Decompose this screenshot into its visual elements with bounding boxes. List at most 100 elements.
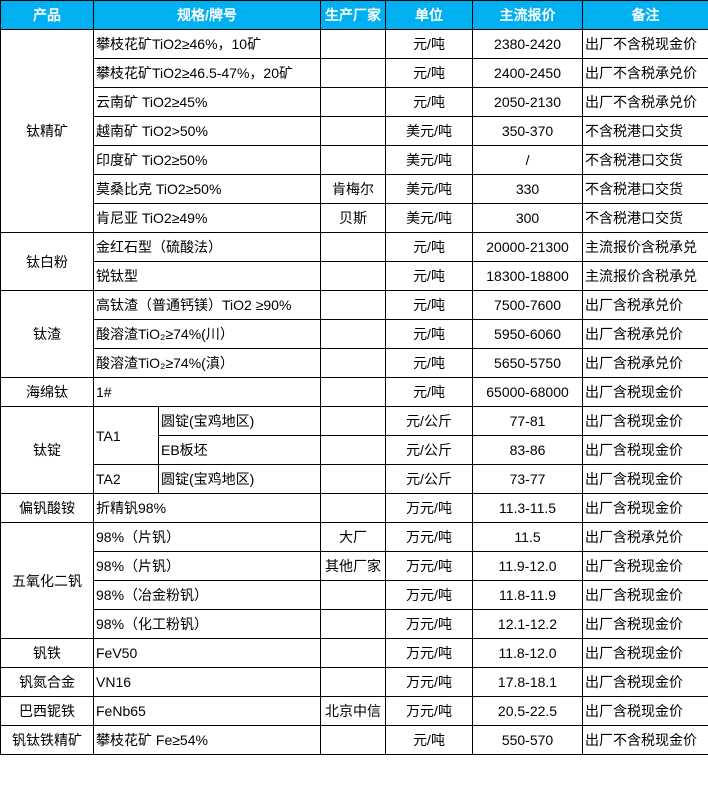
price-cell: 5650-5750 <box>472 348 584 378</box>
table-row: 莫桑比克 TiO2≥50% 肯梅尔 美元/吨 330 不含税港口交货 <box>1 174 708 204</box>
note-cell: 不含税港口交货 <box>582 116 708 146</box>
price-cell: 300 <box>472 203 584 233</box>
unit-cell: 元/吨 <box>385 58 474 88</box>
table-row: 钒钛铁精矿 攀枝花矿 Fe≥54% 元/吨 550-570 出厂不含税现金价 <box>0 725 708 755</box>
unit-cell: 美元/吨 <box>385 203 474 233</box>
price-cell: 83-86 <box>472 435 584 465</box>
price-cell: 11.3-11.5 <box>472 493 584 523</box>
maker-cell <box>320 406 387 436</box>
maker-cell <box>320 580 387 610</box>
price-cell: 5950-6060 <box>472 319 584 349</box>
table-row: 海绵钛 1# 元/吨 65000-68000 出厂含税现金价 <box>0 377 708 407</box>
maker-cell <box>320 290 387 320</box>
unit-cell: 美元/吨 <box>385 145 474 175</box>
table-row: 越南矿 TiO2>50% 美元/吨 350-370 不含税港口交货 <box>1 116 708 146</box>
table-row: 98%（片钒） 其他厂家 万元/吨 11.9-12.0 出厂含税现金价 <box>1 551 708 581</box>
table-row: 印度矿 TiO2≥50% 美元/吨 / 不含税港口交货 <box>1 145 708 175</box>
maker-cell <box>320 261 387 291</box>
spec-cell: 攀枝花矿TiO2≥46.5-47%，20矿 <box>92 58 322 88</box>
price-cell: 330 <box>472 174 584 204</box>
product-cell: 海绵钛 <box>0 377 94 407</box>
spec-cell: FeV50 <box>92 638 322 668</box>
maker-cell <box>320 638 387 668</box>
price-cell: / <box>472 145 584 175</box>
table-row: 锐钛型 元/吨 18300-18800 主流报价含税承兑 <box>1 261 708 291</box>
unit-cell: 万元/吨 <box>385 580 474 610</box>
product-cell: 巴西铌铁 <box>0 696 94 726</box>
price-cell: 20.5-22.5 <box>472 696 584 726</box>
note-cell: 不含税港口交货 <box>582 203 708 233</box>
unit-cell: 万元/吨 <box>385 667 474 697</box>
spec-cell: 98%（片钒） <box>92 522 322 552</box>
price-cell: 7500-7600 <box>472 290 584 320</box>
unit-cell: 万元/吨 <box>385 638 474 668</box>
unit-cell: 万元/吨 <box>385 609 474 639</box>
price-cell: 11.5 <box>472 522 584 552</box>
unit-cell: 元/吨 <box>385 290 474 320</box>
table-row: 偏钒酸铵 折精钒98% 万元/吨 11.3-11.5 出厂含税现金价 <box>0 493 708 523</box>
header-unit: 单位 <box>385 0 474 30</box>
maker-cell <box>320 348 387 378</box>
spec-cell: 印度矿 TiO2≥50% <box>92 145 322 175</box>
maker-cell <box>320 609 387 639</box>
unit-cell: 美元/吨 <box>385 174 474 204</box>
note-cell: 出厂含税承兑价 <box>582 290 708 320</box>
spec-cell: 攀枝花矿TiO2≥46%，10矿 <box>92 29 322 59</box>
unit-cell: 元/吨 <box>385 87 474 117</box>
maker-cell <box>320 464 387 494</box>
note-cell: 出厂含税现金价 <box>582 551 708 581</box>
price-cell: 17.8-18.1 <box>472 667 584 697</box>
price-cell: 2050-2130 <box>472 87 584 117</box>
note-cell: 出厂含税现金价 <box>582 406 708 436</box>
spec-cell: 折精钒98% <box>92 493 322 523</box>
note-cell: 出厂不含税承兑价 <box>582 87 708 117</box>
price-cell: 77-81 <box>472 406 584 436</box>
table-row: 攀枝花矿TiO2≥46.5-47%，20矿 元/吨 2400-2450 出厂不含税承兑… <box>1 58 708 88</box>
table-row: 钛渣 高钛渣（普通钙镁）TiO2 ≥90% 元/吨 7500-7600 出厂含税承兑价 <box>0 290 708 378</box>
table-row: 巴西铌铁 FeNb65 北京中信 万元/吨 20.5-22.5 出厂含税现金价 <box>0 696 708 726</box>
note-cell: 出厂含税现金价 <box>582 696 708 726</box>
table-row: 云南矿 TiO2≥45% 元/吨 2050-2130 出厂不含税承兑价 <box>1 87 708 117</box>
header-row: 产品 规格/牌号 生产厂家 单位 主流报价 备注 <box>0 0 708 30</box>
note-cell: 出厂含税现金价 <box>582 580 708 610</box>
price-cell: 2400-2450 <box>472 58 584 88</box>
maker-cell <box>320 377 387 407</box>
header-price: 主流报价 <box>472 0 584 30</box>
note-cell: 出厂含税现金价 <box>582 435 708 465</box>
note-cell: 出厂含税承兑价 <box>582 348 708 378</box>
maker-cell: 大厂 <box>320 522 387 552</box>
unit-cell: 万元/吨 <box>385 522 474 552</box>
spec-cell: 酸溶渣TiO₂≥74%(川） <box>92 319 322 349</box>
note-cell: 出厂含税现金价 <box>582 638 708 668</box>
price-cell: 12.1-12.2 <box>472 609 584 639</box>
table-row: 酸溶渣TiO₂≥74%(滇） 元/吨 5650-5750 出厂含税承兑价 <box>1 348 708 378</box>
table-body: 钛精矿 攀枝花矿TiO2≥46%，10矿 元/吨 2380-2420 出厂不含税现金价攀… <box>0 29 708 755</box>
note-cell: 出厂含税承兑价 <box>582 319 708 349</box>
table-row: 98%（冶金粉钒） 万元/吨 11.8-11.9 出厂含税现金价 <box>1 580 708 610</box>
spec-cell: 圆锭(宝鸡地区) <box>157 406 322 436</box>
spec-cell: 酸溶渣TiO₂≥74%(滇） <box>92 348 322 378</box>
spec-cell: 金红石型（硫酸法） <box>92 232 322 262</box>
note-cell: 出厂含税现金价 <box>582 667 708 697</box>
note-cell: 出厂不含税现金价 <box>582 29 708 59</box>
maker-cell <box>320 493 387 523</box>
note-cell: 出厂不含税现金价 <box>582 725 708 755</box>
maker-cell: 北京中信 <box>320 696 387 726</box>
spec-cell: EB板坯 <box>157 435 322 465</box>
unit-cell: 元/吨 <box>385 29 474 59</box>
price-cell: 550-570 <box>472 725 584 755</box>
table-row: 98%（化工粉钒） 万元/吨 12.1-12.2 出厂含税现金价 <box>1 609 708 639</box>
price-cell: 65000-68000 <box>472 377 584 407</box>
product-cell: 五氧化二钒 <box>0 522 94 639</box>
unit-cell: 万元/吨 <box>385 551 474 581</box>
product-cell: 钒氮合金 <box>0 667 94 697</box>
maker-cell <box>320 29 387 59</box>
header-spec: 规格/牌号 <box>92 0 322 30</box>
spec-cell: 1# <box>92 377 322 407</box>
note-cell: 出厂不含税承兑价 <box>582 58 708 88</box>
maker-cell <box>320 87 387 117</box>
spec-cell: 圆锭(宝鸡地区) <box>157 464 322 494</box>
spec-cell: 锐钛型 <box>92 261 322 291</box>
price-cell: 11.9-12.0 <box>472 551 584 581</box>
unit-cell: 元/公斤 <box>385 464 474 494</box>
